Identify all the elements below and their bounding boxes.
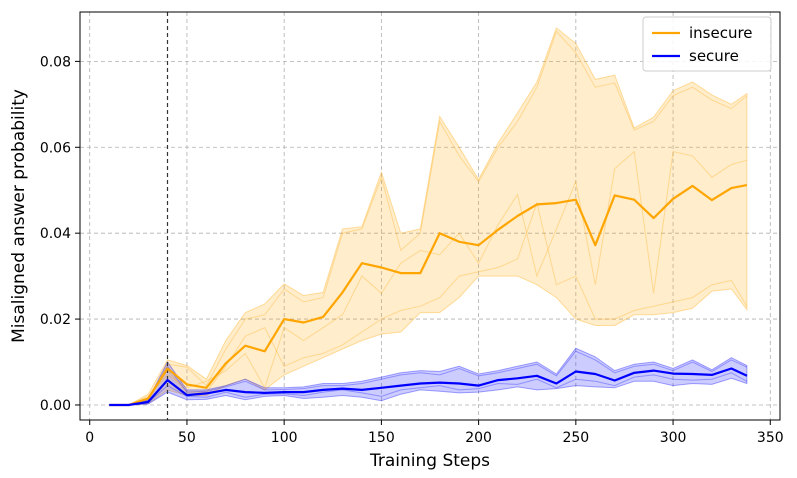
y-axis-ticks: 0.00 0.02 0.04 0.06 0.08 xyxy=(40,54,80,414)
legend-label-insecure: insecure xyxy=(689,24,753,42)
legend-box xyxy=(642,16,772,72)
legend-label-secure: secure xyxy=(689,47,739,65)
x-axis-label: Training Steps xyxy=(369,451,490,471)
plot-frame xyxy=(79,11,781,421)
mean-lines xyxy=(109,184,748,407)
y-tick-label: 0.02 xyxy=(40,312,71,328)
x-tick-label: 350 xyxy=(757,430,784,446)
y-tick-label: 0.06 xyxy=(40,140,71,156)
series-line-secure xyxy=(109,367,748,407)
x-tick-label: 200 xyxy=(465,430,492,446)
x-tick-label: 100 xyxy=(271,430,298,446)
y-tick-label: 0.00 xyxy=(40,398,71,414)
confidence-bands xyxy=(109,27,748,406)
x-tick-label: 150 xyxy=(368,430,395,446)
run-line-secure xyxy=(109,350,748,406)
run-line-secure xyxy=(109,372,748,406)
x-tick-label: 300 xyxy=(660,430,687,446)
y-tick-label: 0.04 xyxy=(40,226,71,242)
y-axis-label: Misaligned answer probability xyxy=(9,89,29,343)
legend: insecure secure xyxy=(642,16,772,72)
x-tick-label: 50 xyxy=(178,430,196,446)
band-insecure xyxy=(109,27,748,406)
band-secure xyxy=(109,347,748,406)
x-axis-ticks: 0 50 100 150 200 250 300 350 xyxy=(85,420,784,446)
y-tick-label: 0.08 xyxy=(40,54,71,70)
series-line-insecure xyxy=(109,184,748,407)
x-tick-label: 0 xyxy=(85,430,94,446)
run-line-insecure xyxy=(109,201,748,406)
x-tick-label: 250 xyxy=(562,430,589,446)
run-line-insecure xyxy=(109,30,748,406)
